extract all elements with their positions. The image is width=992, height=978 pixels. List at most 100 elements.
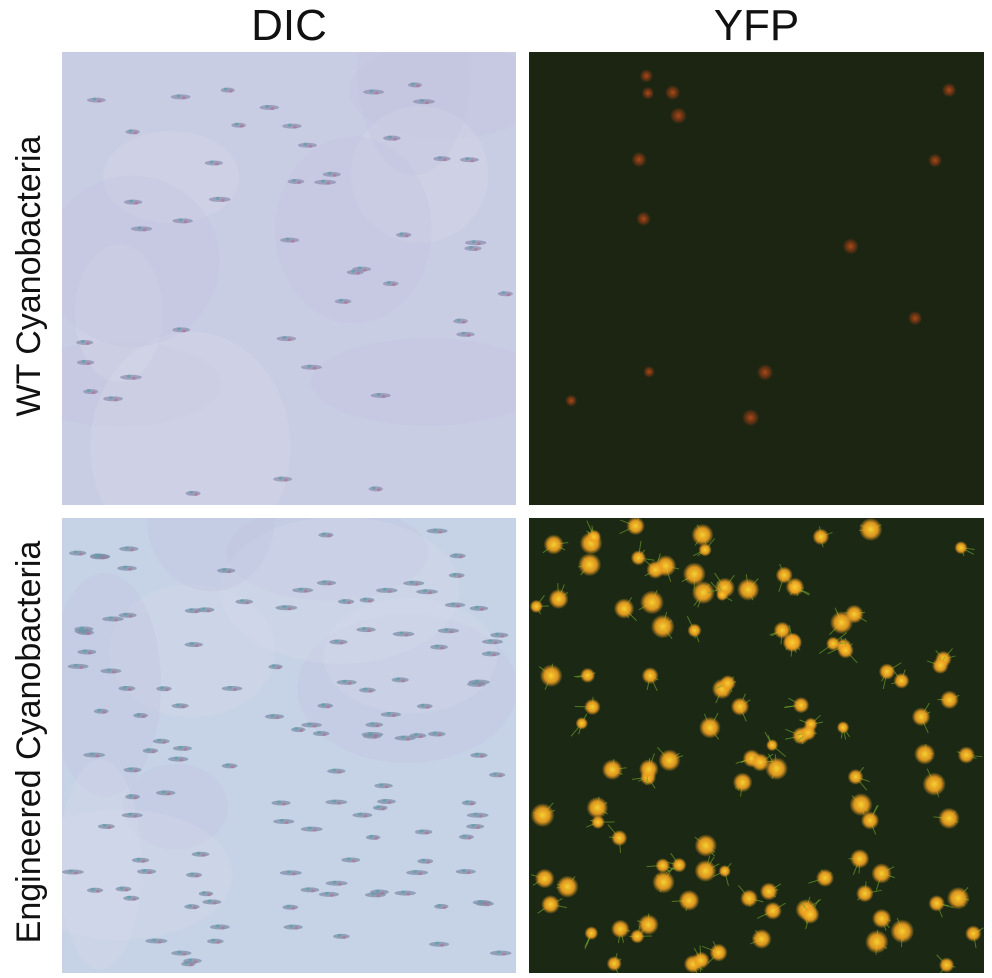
cell-mark (171, 950, 192, 956)
cell-mark (403, 580, 425, 586)
cell-mark (259, 105, 280, 111)
fluorescent-cell (542, 534, 569, 555)
panel-engineered-dic (62, 518, 516, 973)
cell-mark (297, 142, 317, 148)
fluorescent-cell (691, 523, 714, 546)
fluorescent-cell (941, 82, 957, 98)
fluorescent-cell (775, 563, 793, 592)
cell-mark (466, 812, 489, 818)
cell-mark (356, 627, 376, 633)
cell-mark (361, 731, 384, 737)
fluorescent-cell (764, 731, 787, 758)
fluorescent-cell (652, 867, 675, 894)
cell-mark (334, 298, 352, 304)
fluorescent-cell (686, 615, 702, 643)
cell-mark (142, 748, 158, 754)
column-header-dic: DIC (251, 1, 327, 50)
fluorescent-cell (750, 753, 774, 772)
cell-mark (453, 318, 468, 324)
cell-mark (231, 122, 246, 128)
cell-mark (416, 589, 438, 595)
micrograph-wt-dic (62, 52, 516, 505)
fluorescent-cell (619, 518, 645, 536)
cell-mark (481, 651, 501, 657)
fluorescent-cell (860, 804, 880, 835)
panel-engineered-yfp (529, 518, 984, 973)
fluorescent-cell (699, 712, 721, 740)
cell-mark (374, 783, 393, 789)
cell-mark (406, 870, 429, 876)
fluorescent-cell (574, 696, 601, 716)
cell-mark (430, 644, 448, 650)
cell-mark (413, 99, 435, 105)
cell-mark (365, 834, 381, 840)
cell-mark (77, 649, 97, 655)
cell-mark (380, 712, 401, 718)
cell-mark (318, 532, 334, 538)
cell-mark (467, 681, 486, 687)
micrograph-engineered-yfp (529, 518, 984, 973)
cell-mark (469, 605, 489, 611)
cell-mark (221, 686, 243, 692)
fluorescent-cell (537, 895, 567, 914)
cell-mark (377, 799, 396, 805)
cell-mark (118, 685, 136, 691)
cell-mark (123, 895, 140, 901)
cell-mark (186, 872, 202, 878)
fluorescent-cell (730, 693, 751, 722)
cell-mark (370, 889, 389, 895)
cell-mark (87, 97, 106, 103)
fluorescent-cell (715, 675, 736, 693)
cell-mark (336, 679, 357, 685)
cell-mark (489, 772, 506, 778)
fluorescent-cell (611, 919, 631, 944)
fluorescent-cell (847, 766, 870, 791)
cell-mark (210, 924, 230, 930)
fluorescent-cell (922, 768, 946, 798)
fluorescent-cell (890, 917, 915, 948)
cell-mark (77, 630, 94, 636)
cell-mark (287, 179, 305, 185)
fluorescent-cell (629, 925, 652, 944)
cell-mark (407, 82, 423, 88)
fluorescent-cell (954, 541, 975, 557)
fluorescent-cell (601, 758, 627, 781)
cell-mark (217, 568, 236, 574)
fluorescent-cell (650, 612, 675, 640)
cell-mark (301, 722, 322, 728)
cell-mark (221, 763, 238, 769)
fluorescent-cell (812, 526, 833, 548)
cell-mark (382, 281, 399, 287)
cell-mark (416, 703, 433, 709)
fluorescent-cell (692, 538, 716, 557)
fluorescent-cell (643, 365, 655, 378)
fluorescent-cell (641, 86, 655, 100)
fluorescent-cell (710, 581, 733, 602)
cell-mark (292, 587, 314, 593)
cell-mark (220, 87, 235, 93)
cell-mark (202, 899, 222, 905)
fluorescent-cell (889, 666, 910, 689)
fluorescent-cell (586, 815, 615, 830)
cell-mark (352, 812, 373, 818)
cell-mark (341, 857, 361, 863)
fluorescent-cell (933, 807, 960, 830)
fluorescent-cell (607, 824, 628, 854)
cell-mark (191, 851, 210, 857)
cell-mark (170, 94, 191, 100)
cell-mark (276, 336, 297, 342)
cell-mark (156, 686, 172, 692)
cell-mark (168, 756, 189, 762)
fluorescent-cell (578, 553, 602, 577)
fluorescent-cell (738, 885, 764, 908)
cell-mark (282, 123, 302, 129)
fluorescent-cell (732, 772, 753, 797)
micrograph-wt-yfp (529, 52, 984, 505)
cell-mark (184, 642, 203, 648)
cell-mark (417, 858, 434, 864)
cell-mark (337, 599, 355, 605)
fluorescent-cell (630, 540, 655, 566)
fluorescent-cell (529, 594, 549, 615)
cell-mark (102, 616, 124, 622)
fluorescent-cell (671, 889, 700, 912)
